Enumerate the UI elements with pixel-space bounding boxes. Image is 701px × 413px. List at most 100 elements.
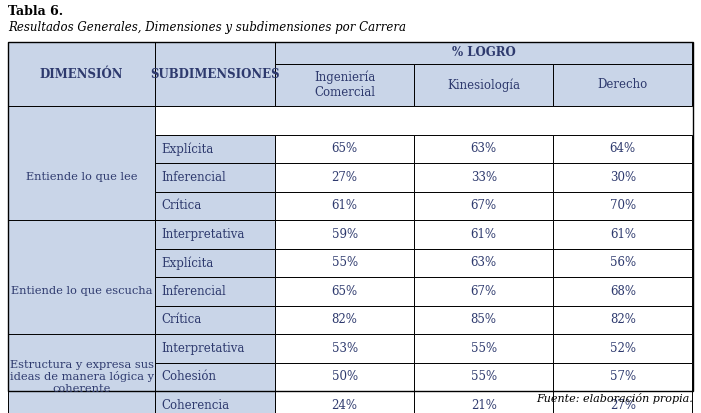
Bar (156, 220, 275, 249)
Bar (553, 363, 693, 391)
Bar (275, 163, 414, 192)
Text: Interpretativa: Interpretativa (161, 342, 245, 355)
Bar (414, 249, 553, 277)
Bar (156, 391, 275, 413)
Text: 67%: 67% (470, 199, 497, 212)
Text: 53%: 53% (332, 342, 358, 355)
Bar (553, 334, 693, 363)
Bar (553, 163, 693, 192)
Text: 30%: 30% (610, 171, 636, 184)
Text: Inferencial: Inferencial (161, 171, 226, 184)
Text: Inferencial: Inferencial (161, 285, 226, 298)
Text: Tabla 6.: Tabla 6. (8, 5, 63, 18)
Text: DIMENSIÓN: DIMENSIÓN (40, 67, 123, 81)
Bar (275, 277, 414, 306)
Bar (553, 306, 693, 334)
Bar (156, 135, 275, 163)
Text: Ingeniería
Comercial: Ingeniería Comercial (314, 71, 375, 99)
Bar (275, 249, 414, 277)
Text: 57%: 57% (610, 370, 636, 383)
Bar (8, 220, 156, 363)
Bar (8, 106, 156, 249)
Bar (414, 64, 553, 106)
Bar (156, 277, 275, 306)
Text: Estructura y expresa sus
ideas de manera lógica y
coherente: Estructura y expresa sus ideas de manera… (10, 360, 154, 394)
Text: Cohesión: Cohesión (161, 370, 217, 383)
Text: 50%: 50% (332, 370, 358, 383)
Text: 52%: 52% (610, 342, 636, 355)
Text: 82%: 82% (332, 313, 358, 326)
Text: Derecho: Derecho (598, 78, 648, 92)
Bar (414, 163, 553, 192)
Bar (553, 64, 693, 106)
Text: 24%: 24% (332, 399, 358, 412)
Text: Crítica: Crítica (161, 199, 201, 212)
Bar (414, 306, 553, 334)
Text: 68%: 68% (610, 285, 636, 298)
Bar (275, 363, 414, 391)
Bar (8, 42, 693, 391)
Bar (156, 306, 275, 334)
Bar (275, 220, 414, 249)
Text: Explícita: Explícita (161, 142, 214, 156)
Text: 64%: 64% (610, 142, 636, 155)
Bar (414, 277, 553, 306)
Text: 27%: 27% (610, 399, 636, 412)
Text: Entiende lo que lee: Entiende lo que lee (26, 172, 137, 182)
Text: 63%: 63% (470, 142, 497, 155)
Text: 63%: 63% (470, 256, 497, 269)
Text: 55%: 55% (470, 370, 497, 383)
Bar (156, 334, 275, 363)
Bar (275, 306, 414, 334)
Text: % LOGRO: % LOGRO (452, 47, 516, 59)
Text: 82%: 82% (610, 313, 636, 326)
Bar (553, 192, 693, 220)
Bar (553, 391, 693, 413)
Bar (553, 249, 693, 277)
Bar (414, 334, 553, 363)
Text: 55%: 55% (332, 256, 358, 269)
Bar (275, 42, 693, 64)
Bar (414, 391, 553, 413)
Bar (414, 220, 553, 249)
Bar (8, 42, 156, 106)
Text: 27%: 27% (332, 171, 358, 184)
Text: 33%: 33% (470, 171, 497, 184)
Bar (414, 363, 553, 391)
Bar (414, 192, 553, 220)
Bar (553, 277, 693, 306)
Text: Fuente: elaboración propia.: Fuente: elaboración propia. (536, 393, 693, 404)
Text: 67%: 67% (470, 285, 497, 298)
Bar (275, 391, 414, 413)
Bar (156, 249, 275, 277)
Bar (275, 64, 414, 106)
Bar (414, 135, 553, 163)
Text: 65%: 65% (332, 285, 358, 298)
Bar (275, 192, 414, 220)
Text: Coherencia: Coherencia (161, 399, 229, 412)
Bar (275, 135, 414, 163)
Bar (156, 42, 275, 106)
Text: Crítica: Crítica (161, 313, 201, 326)
Bar (156, 192, 275, 220)
Bar (553, 135, 693, 163)
Text: Explícita: Explícita (161, 256, 214, 270)
Text: Entiende lo que escucha: Entiende lo que escucha (11, 286, 152, 296)
Text: 61%: 61% (471, 228, 497, 241)
Bar (156, 363, 275, 391)
Text: 85%: 85% (471, 313, 497, 326)
Text: 61%: 61% (332, 199, 358, 212)
Text: 56%: 56% (610, 256, 636, 269)
Text: 65%: 65% (332, 142, 358, 155)
Text: 61%: 61% (610, 228, 636, 241)
Text: Kinesiología: Kinesiología (447, 78, 520, 92)
Text: Interpretativa: Interpretativa (161, 228, 245, 241)
Text: Resultados Generales, Dimensiones y subdimensiones por Carrera: Resultados Generales, Dimensiones y subd… (8, 21, 406, 34)
Text: 70%: 70% (610, 199, 636, 212)
Bar (8, 334, 156, 413)
Bar (553, 220, 693, 249)
Text: 21%: 21% (471, 399, 497, 412)
Bar (156, 163, 275, 192)
Bar (275, 334, 414, 363)
Text: 55%: 55% (470, 342, 497, 355)
